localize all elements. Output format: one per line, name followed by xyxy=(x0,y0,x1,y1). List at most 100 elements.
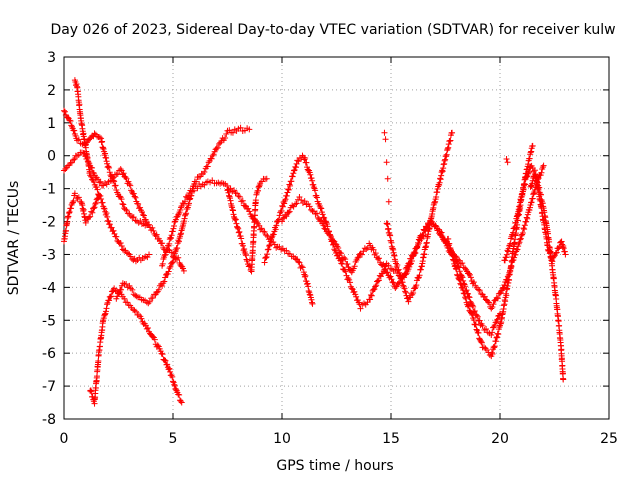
data-point xyxy=(419,231,426,238)
data-point xyxy=(351,288,358,295)
data-point xyxy=(182,211,189,218)
data-point xyxy=(519,231,526,238)
data-point xyxy=(506,277,513,284)
data-point xyxy=(505,245,512,252)
data-point xyxy=(374,256,381,263)
data-point xyxy=(518,191,525,198)
data-point xyxy=(132,194,139,201)
data-point xyxy=(167,368,174,375)
data-point xyxy=(317,204,324,211)
data-point xyxy=(408,255,415,262)
data-point xyxy=(86,160,93,167)
data-point xyxy=(177,231,184,238)
data-point xyxy=(130,190,137,197)
data-point xyxy=(517,235,524,242)
data-point xyxy=(166,240,173,247)
data-point xyxy=(186,189,193,196)
data-point xyxy=(71,190,78,197)
data-point xyxy=(540,162,547,169)
data-point xyxy=(171,381,178,388)
data-point xyxy=(552,250,559,257)
data-point xyxy=(67,118,74,125)
data-point xyxy=(400,282,407,289)
data-point xyxy=(521,222,528,229)
data-point xyxy=(108,224,115,231)
data-point xyxy=(104,160,111,167)
data-point xyxy=(66,209,73,216)
data-point xyxy=(140,212,147,219)
data-point xyxy=(72,132,79,139)
data-point xyxy=(531,167,538,174)
data-point xyxy=(229,129,236,136)
data-point xyxy=(88,173,95,180)
data-point xyxy=(523,174,530,181)
data-point xyxy=(415,239,422,246)
data-point xyxy=(292,201,299,208)
data-point xyxy=(97,192,104,199)
data-point xyxy=(103,210,110,217)
data-point xyxy=(456,268,463,275)
data-point xyxy=(178,230,185,237)
data-point xyxy=(131,307,138,314)
data-point xyxy=(236,228,243,235)
data-point xyxy=(493,334,500,341)
data-point xyxy=(530,190,537,197)
data-point xyxy=(330,237,337,244)
data-point xyxy=(370,286,377,293)
data-point xyxy=(293,200,300,207)
data-point xyxy=(129,286,136,293)
data-point xyxy=(114,293,121,300)
data-points xyxy=(61,77,569,407)
data-point xyxy=(379,262,386,269)
data-point xyxy=(264,251,271,258)
data-point xyxy=(98,195,105,202)
data-point xyxy=(560,376,567,383)
y-axis-label: SDTVAR / TECUs xyxy=(6,181,22,296)
y-tick-label: 2 xyxy=(47,83,56,99)
data-point xyxy=(265,246,272,253)
data-point xyxy=(452,265,459,272)
data-point xyxy=(105,218,112,225)
data-point xyxy=(91,130,98,137)
data-point xyxy=(164,271,171,278)
data-point xyxy=(127,285,134,292)
data-point xyxy=(103,305,110,312)
data-point xyxy=(138,209,145,216)
data-point xyxy=(410,289,417,296)
data-point xyxy=(382,265,389,272)
data-point xyxy=(149,224,156,231)
data-point xyxy=(183,210,190,217)
y-tick-label: 0 xyxy=(47,149,56,165)
data-point xyxy=(449,251,456,258)
data-point xyxy=(390,279,397,286)
data-point xyxy=(313,210,320,217)
data-point xyxy=(341,254,348,261)
data-point xyxy=(66,209,73,216)
data-point xyxy=(436,179,443,186)
data-point xyxy=(347,279,354,286)
data-point xyxy=(431,199,438,206)
data-point xyxy=(306,203,313,210)
data-point xyxy=(222,134,229,141)
data-point xyxy=(302,272,309,279)
data-point xyxy=(76,101,83,108)
data-point xyxy=(372,283,379,290)
data-point xyxy=(169,259,176,266)
data-point xyxy=(235,193,242,200)
data-point xyxy=(459,274,466,281)
data-point xyxy=(405,260,412,267)
data-point xyxy=(100,146,107,153)
data-point xyxy=(512,219,519,226)
data-point xyxy=(335,244,342,251)
data-point xyxy=(122,206,129,213)
data-point xyxy=(184,206,191,212)
data-point xyxy=(312,211,319,218)
data-point xyxy=(299,264,306,271)
data-point xyxy=(449,129,456,136)
data-point xyxy=(478,290,485,297)
data-point xyxy=(551,253,558,260)
data-point xyxy=(305,283,312,290)
data-point xyxy=(447,246,454,253)
data-point xyxy=(301,273,308,280)
data-point xyxy=(325,228,332,235)
